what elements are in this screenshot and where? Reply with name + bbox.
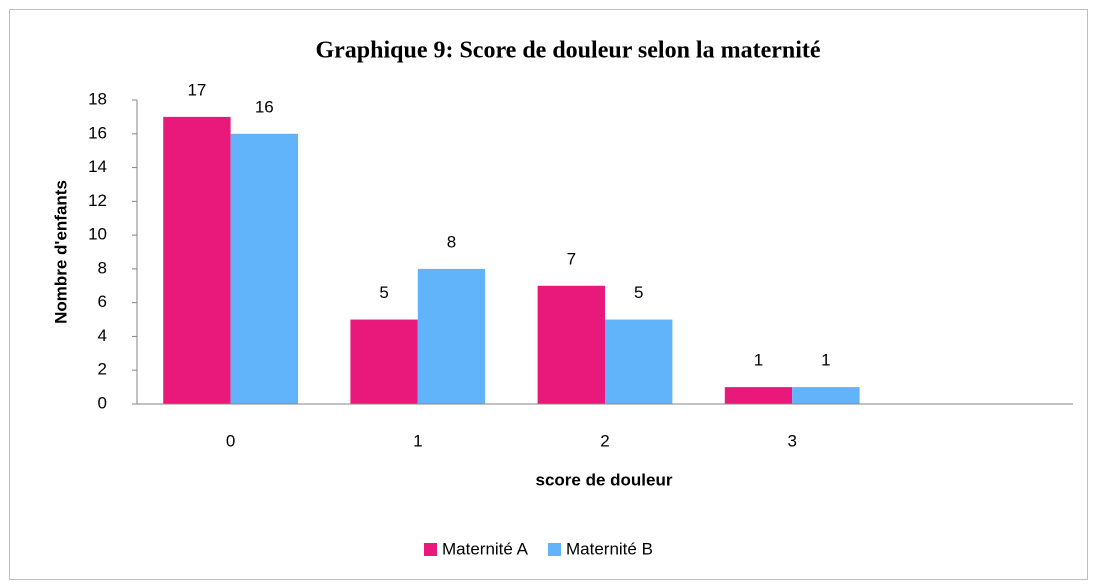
data-label: 7: [567, 249, 576, 268]
y-axis-label: Nombre d'enfants: [51, 180, 70, 324]
x-tick-label: 3: [787, 431, 796, 450]
y-tick-label: 12: [88, 191, 107, 210]
legend-swatch: [424, 543, 437, 556]
y-tick-label: 18: [88, 89, 107, 108]
data-label: 17: [187, 80, 206, 99]
y-tick-label: 16: [88, 123, 107, 142]
y-tick-label: 4: [98, 326, 107, 345]
legend-label: Maternité B: [566, 539, 653, 558]
y-tick-label: 0: [98, 393, 107, 412]
x-tick-label: 0: [226, 431, 235, 450]
y-tick-label: 10: [88, 225, 107, 244]
y-tick-label: 6: [98, 292, 107, 311]
bar: [605, 319, 673, 404]
data-label: 5: [634, 283, 643, 302]
y-tick-label: 14: [88, 157, 107, 176]
data-label: 5: [379, 283, 388, 302]
bar: [350, 319, 418, 404]
data-label: 16: [255, 97, 274, 116]
chart-title: Graphique 9: Score de douleur selon la m…: [315, 38, 820, 64]
x-tick-label: 1: [413, 431, 422, 450]
y-tick-label: 8: [98, 258, 107, 277]
data-label: 8: [447, 232, 456, 251]
bar: [417, 268, 486, 404]
bar: [537, 285, 605, 404]
x-tick-label: 2: [600, 431, 609, 450]
data-label: 1: [821, 351, 830, 370]
y-tick-label: 2: [98, 360, 107, 379]
legend-swatch: [548, 543, 561, 556]
bar: [163, 116, 231, 404]
data-label: 1: [754, 351, 763, 370]
bar: [230, 133, 298, 404]
legend-label: Maternité A: [442, 539, 529, 558]
bar: [792, 387, 860, 404]
x-axis-label: score de douleur: [536, 470, 673, 489]
bar: [724, 387, 793, 404]
